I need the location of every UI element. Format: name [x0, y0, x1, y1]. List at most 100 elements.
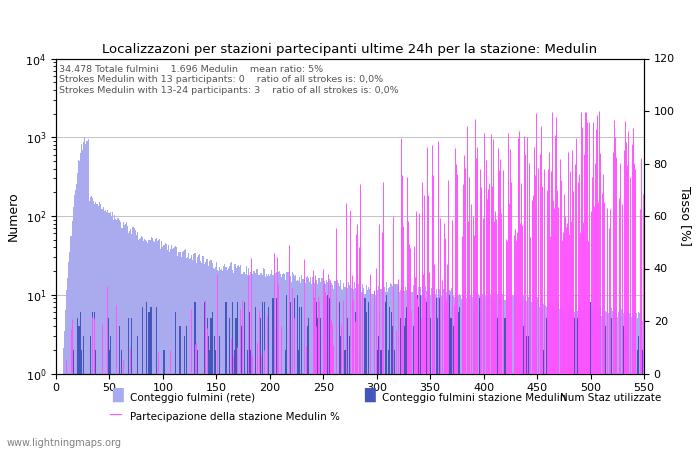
Bar — [201, 263, 202, 450]
Bar — [605, 326, 606, 450]
Bar — [573, 311, 574, 450]
Bar — [384, 287, 385, 450]
Bar — [356, 291, 357, 450]
Bar — [345, 350, 346, 450]
Bar — [457, 312, 458, 450]
Bar — [142, 237, 143, 450]
Bar — [297, 280, 298, 450]
Bar — [517, 307, 519, 450]
Bar — [558, 302, 559, 450]
Bar — [393, 288, 394, 450]
Bar — [90, 198, 91, 450]
Bar — [321, 278, 322, 450]
Bar — [295, 275, 296, 450]
Bar — [181, 374, 183, 450]
Bar — [329, 279, 330, 450]
Bar — [484, 374, 485, 450]
Bar — [175, 312, 176, 450]
Bar — [436, 298, 437, 450]
Bar — [516, 312, 517, 450]
Bar — [268, 307, 270, 450]
Bar — [497, 294, 498, 450]
Bar — [93, 201, 94, 450]
Bar — [272, 275, 274, 450]
Bar — [235, 319, 236, 450]
Bar — [554, 305, 556, 450]
Bar — [179, 326, 181, 450]
Bar — [608, 314, 609, 450]
Bar — [207, 258, 209, 450]
Bar — [408, 302, 409, 450]
Bar — [262, 302, 263, 450]
Bar — [500, 302, 501, 450]
Bar — [557, 302, 558, 450]
Bar — [489, 294, 491, 450]
Bar — [532, 350, 533, 450]
Bar — [238, 265, 239, 450]
Bar — [237, 302, 238, 450]
Bar — [292, 272, 293, 450]
Bar — [332, 285, 333, 450]
Bar — [335, 284, 337, 450]
Bar — [247, 350, 248, 450]
Bar — [566, 303, 568, 450]
Bar — [206, 374, 207, 450]
Bar — [351, 291, 353, 450]
Bar — [361, 374, 363, 450]
Bar — [557, 374, 558, 450]
Bar — [416, 295, 418, 450]
Bar — [467, 293, 468, 450]
Bar — [475, 297, 477, 450]
Bar — [92, 312, 93, 450]
Bar — [473, 312, 475, 450]
Bar — [344, 287, 345, 450]
Bar — [264, 269, 265, 450]
Bar — [612, 311, 613, 450]
Bar — [130, 229, 132, 450]
Bar — [78, 326, 79, 450]
Bar — [547, 307, 548, 450]
Bar — [125, 224, 126, 450]
Bar — [211, 263, 213, 450]
Bar — [286, 295, 288, 450]
Bar — [218, 270, 219, 450]
Bar — [357, 350, 358, 450]
Bar — [371, 294, 372, 450]
Bar — [422, 288, 423, 450]
Bar — [386, 282, 387, 450]
Bar — [243, 271, 244, 450]
Bar — [264, 302, 265, 450]
Bar — [618, 312, 619, 450]
Bar — [606, 311, 607, 450]
Bar — [552, 304, 554, 450]
Bar — [228, 269, 229, 450]
Bar — [114, 215, 116, 450]
Bar — [511, 350, 512, 450]
Bar — [67, 278, 69, 450]
Bar — [379, 312, 381, 450]
Bar — [175, 247, 176, 450]
Bar — [143, 241, 144, 450]
Bar — [536, 300, 537, 450]
Bar — [470, 295, 471, 450]
Bar — [106, 212, 107, 450]
Bar — [91, 196, 92, 450]
Bar — [444, 350, 446, 450]
Bar — [107, 210, 108, 450]
Bar — [300, 283, 302, 450]
Bar — [79, 161, 80, 450]
Bar — [306, 277, 307, 450]
Bar — [268, 274, 270, 450]
Bar — [263, 268, 264, 450]
Bar — [486, 319, 487, 450]
Bar — [575, 303, 576, 450]
Bar — [546, 307, 547, 450]
Bar — [604, 319, 605, 450]
Bar — [519, 302, 521, 450]
Bar — [339, 302, 340, 450]
Bar — [205, 302, 206, 450]
Bar — [559, 309, 560, 450]
Bar — [294, 276, 295, 450]
Bar — [383, 282, 384, 450]
Bar — [501, 336, 503, 450]
